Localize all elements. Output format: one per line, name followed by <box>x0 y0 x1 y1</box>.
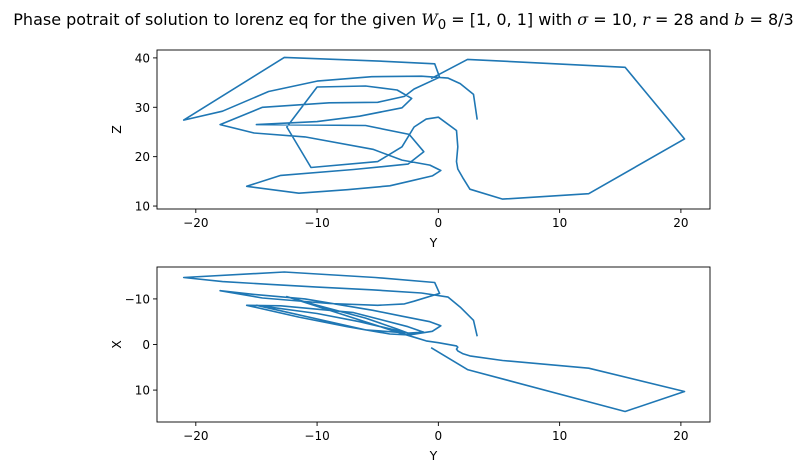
y-tick-label: 30 <box>135 101 150 115</box>
x-tick-label: −20 <box>183 216 208 230</box>
series-line-1 <box>182 271 686 413</box>
x-tick-label: 10 <box>552 429 567 443</box>
x-tick-label: 20 <box>673 429 688 443</box>
y-tick-label: 10 <box>135 384 150 398</box>
y-tick-label: 10 <box>135 200 150 214</box>
x-tick-label: 20 <box>673 216 688 230</box>
y-tick-label: 40 <box>135 51 150 65</box>
axes-frame <box>156 266 711 423</box>
x-tick-label: −10 <box>304 216 329 230</box>
x-tick-label: −10 <box>304 429 329 443</box>
y-tick-label: 20 <box>135 150 150 164</box>
x-tick-label: 0 <box>435 216 443 230</box>
x-tick-label: 10 <box>552 216 567 230</box>
figure-title: Phase potrait of solution to lorenz eq f… <box>13 10 794 34</box>
x-tick-label: −20 <box>183 429 208 443</box>
x-axis-label: Y <box>429 448 438 463</box>
y-tick-label: 0 <box>142 338 150 352</box>
y-axis-label: Z <box>109 125 124 134</box>
axes-frame <box>156 49 711 210</box>
series-line-1 <box>182 56 686 200</box>
x-axis-label: Y <box>429 235 438 250</box>
subplot-1: −20 −10 0 10 20 10 20 30 40 Y Z <box>109 49 711 250</box>
y-axis-label: X <box>109 340 124 349</box>
x-tick-label: 0 <box>435 429 443 443</box>
subplot-2: −20 −10 0 10 20 −10 0 10 Y X <box>109 266 711 463</box>
y-tick-label: −10 <box>125 292 150 306</box>
